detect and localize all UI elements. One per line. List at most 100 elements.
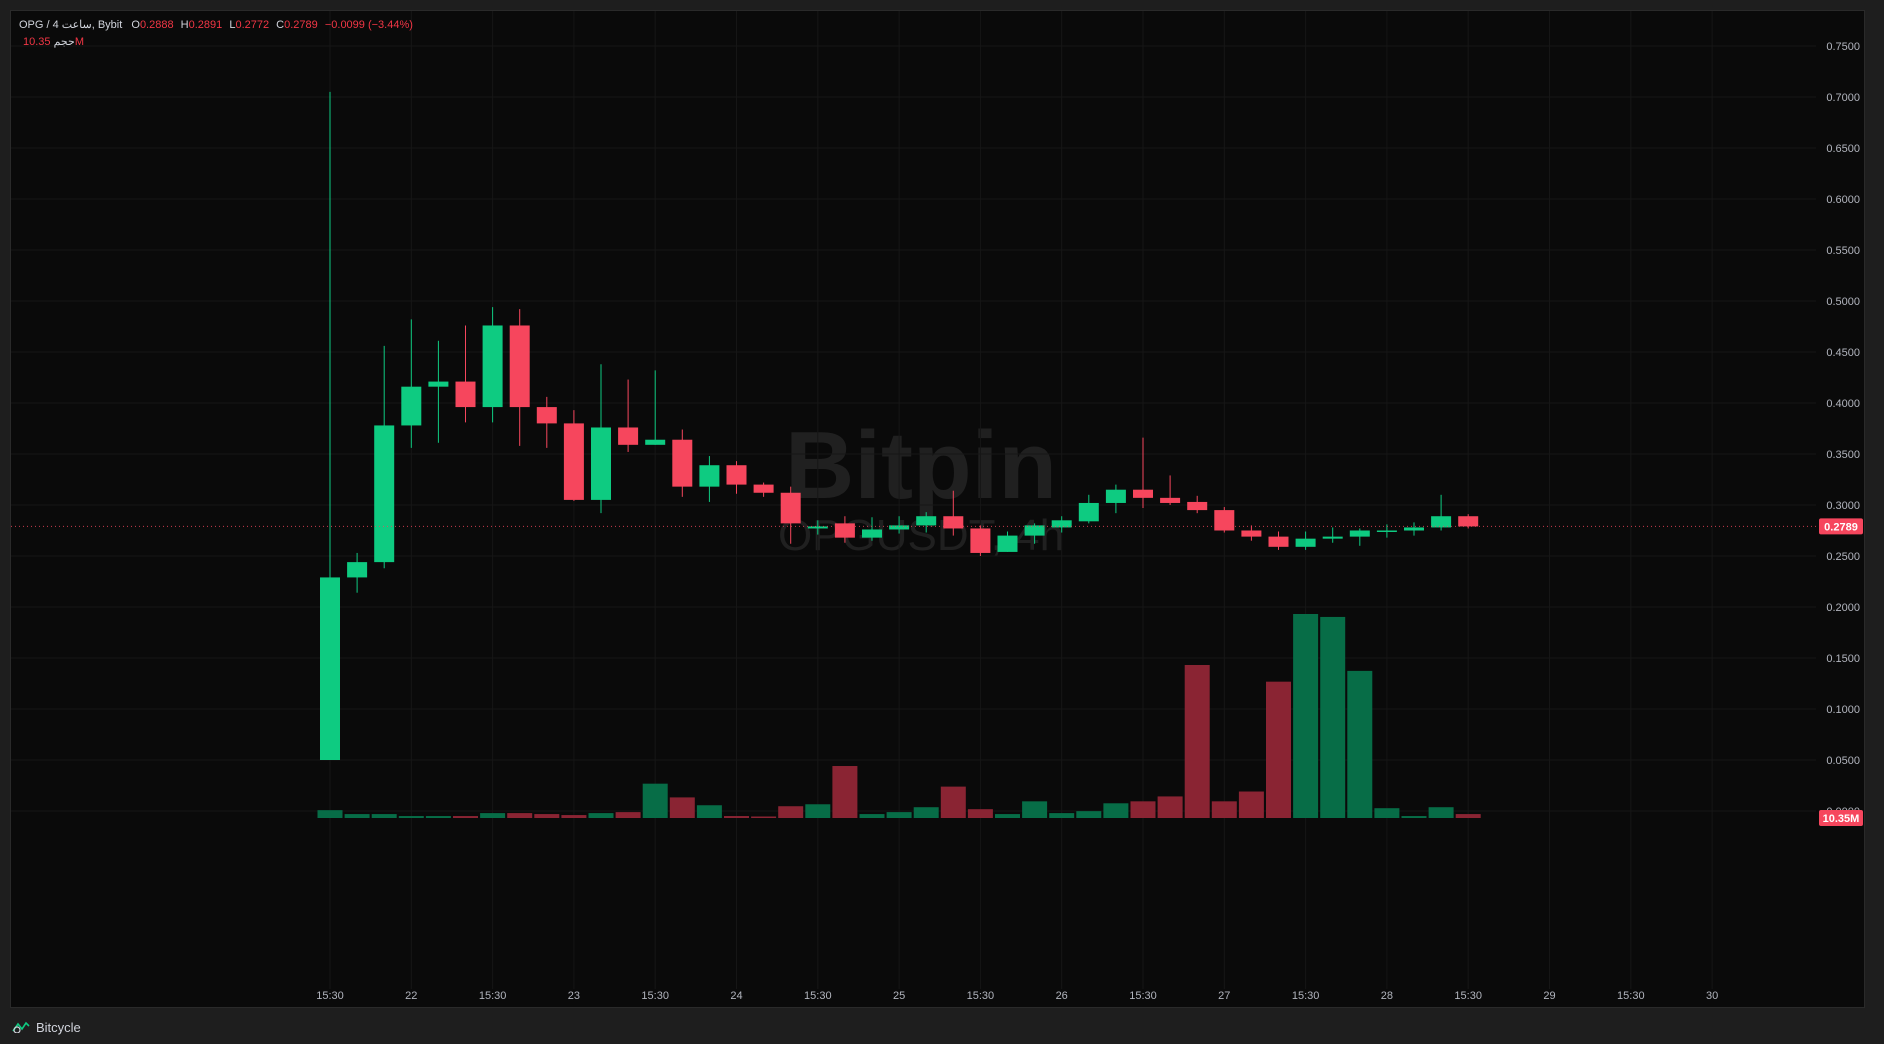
x-tick-label: 22 bbox=[405, 990, 417, 1002]
candle-body bbox=[536, 407, 557, 424]
x-tick-label: 29 bbox=[1543, 990, 1555, 1002]
last-volume-badge bbox=[1819, 810, 1863, 826]
legend-volume-value: 10.35M bbox=[23, 36, 84, 48]
candle-body bbox=[834, 523, 855, 538]
y-tick-label: 0.3500 bbox=[1826, 449, 1860, 461]
candle-body bbox=[1376, 530, 1397, 532]
volume-bar bbox=[1428, 807, 1454, 818]
candle-body bbox=[591, 427, 611, 500]
x-tick-label: 24 bbox=[730, 990, 742, 1002]
volume-bar bbox=[1347, 670, 1373, 818]
candle-body bbox=[780, 492, 801, 524]
x-tick-label: 15:30 bbox=[1129, 990, 1157, 1002]
volume-bar bbox=[805, 804, 831, 818]
legend-change: −0.0099 (−3.44%) bbox=[324, 19, 413, 31]
candle-body bbox=[1078, 502, 1099, 522]
candle-body bbox=[428, 381, 449, 387]
legend-symbol[interactable]: OPG / 4 ساعت, Bybit bbox=[19, 19, 123, 31]
volume-bar bbox=[751, 816, 777, 818]
volume-bar bbox=[1238, 791, 1264, 818]
y-tick-label: 0.4000 bbox=[1826, 398, 1860, 410]
candle-body bbox=[509, 325, 530, 408]
brand[interactable]: Bitcycle bbox=[10, 1020, 81, 1035]
legend-volume-label[interactable]: حجم bbox=[53, 36, 75, 48]
x-tick-label: 26 bbox=[1056, 990, 1068, 1002]
candle-body bbox=[1458, 516, 1479, 527]
candle-body bbox=[455, 381, 476, 408]
candle-body bbox=[1431, 516, 1452, 528]
volume-bar bbox=[371, 814, 397, 818]
footer: Bitcycle bbox=[10, 1010, 1865, 1044]
volume-bar bbox=[1049, 813, 1075, 818]
legend-ohlc-row: OPG / 4 ساعت, Bybit O0.2888 H0.2891 L0.2… bbox=[19, 17, 413, 34]
chart-frame[interactable]: Bitpin OPGUSDT, 4h 15:30 22 15:30 23 15:30 24… bbox=[10, 10, 1865, 1008]
x-tick-label: 28 bbox=[1381, 990, 1393, 1002]
volume-bar bbox=[642, 783, 668, 818]
last-price-badge bbox=[1819, 518, 1863, 535]
candle-body bbox=[726, 465, 747, 485]
last-price-label: 0.2789 bbox=[1824, 521, 1858, 533]
volume-bar bbox=[588, 813, 614, 818]
candle-body bbox=[618, 427, 639, 445]
volume-bar bbox=[1130, 801, 1156, 818]
candle-body bbox=[672, 439, 693, 487]
volume-bar bbox=[940, 786, 966, 818]
candle-body bbox=[970, 528, 991, 553]
volume-bar bbox=[724, 816, 749, 818]
y-tick-label: 0.5000 bbox=[1826, 296, 1860, 308]
legend: OPG / 4 ساعت, Bybit O0.2888 H0.2891 L0.2… bbox=[19, 17, 413, 51]
volume-bar bbox=[1320, 616, 1346, 818]
legend-open-label: O bbox=[131, 19, 140, 31]
x-tick-label: 15:30 bbox=[316, 990, 344, 1002]
volume-bar bbox=[453, 816, 478, 818]
y-tick-label: 0.3000 bbox=[1826, 500, 1860, 512]
volume-bar bbox=[886, 812, 912, 818]
volume-bar bbox=[534, 814, 560, 818]
volume-bar bbox=[778, 806, 804, 818]
bitcycle-logo-icon bbox=[12, 1021, 30, 1033]
volume-bar bbox=[669, 797, 695, 818]
candle-body bbox=[1024, 525, 1045, 536]
y-tick-label: 0.5500 bbox=[1826, 245, 1860, 257]
x-tick-label: 15:30 bbox=[1292, 990, 1320, 1002]
volume-bar bbox=[561, 815, 587, 818]
y-tick-label: 0.6000 bbox=[1826, 194, 1860, 206]
candle-body bbox=[997, 535, 1018, 552]
legend-high-label: H bbox=[180, 19, 189, 31]
candle-body bbox=[1404, 527, 1424, 531]
y-tick-label: 0.4500 bbox=[1826, 347, 1860, 359]
volume-bar bbox=[425, 816, 451, 818]
y-tick-label: 0.1000 bbox=[1826, 704, 1860, 716]
y-tick-label: 0.6500 bbox=[1826, 143, 1860, 155]
volume-bar bbox=[615, 812, 641, 818]
volume-bar bbox=[1455, 814, 1481, 818]
volume-bar bbox=[480, 813, 506, 818]
volume-bar bbox=[344, 814, 370, 818]
candle-body bbox=[1160, 497, 1181, 503]
x-tick-label: 15:30 bbox=[967, 990, 995, 1002]
y-tick-label: 0.0500 bbox=[1826, 755, 1860, 767]
candle-body bbox=[753, 484, 774, 493]
candle-body bbox=[1295, 538, 1316, 547]
volume-bar bbox=[967, 809, 993, 818]
candlestick-chart[interactable]: 15:30 22 15:30 23 15:30 24 15:30 25 15:30 26 15:30… bbox=[11, 11, 1865, 1008]
x-tick-label: 15:30 bbox=[641, 990, 669, 1002]
x-tick-label: 15:30 bbox=[479, 990, 507, 1002]
candle-body bbox=[1051, 520, 1072, 528]
x-tick-label: 27 bbox=[1218, 990, 1230, 1002]
candle-body bbox=[1268, 536, 1289, 547]
legend-volume-row: حجم 10.35M bbox=[19, 34, 413, 51]
y-tick-label: 0.2500 bbox=[1826, 551, 1860, 563]
candle-body bbox=[862, 529, 882, 538]
legend-close-label: C bbox=[276, 19, 285, 31]
volume-bar bbox=[1157, 796, 1183, 818]
candle-body bbox=[374, 425, 395, 563]
legend-open-value: 0.2888 bbox=[139, 19, 174, 31]
volume-bar bbox=[1374, 808, 1400, 818]
volume-bar bbox=[1211, 801, 1237, 818]
candle-body bbox=[889, 525, 910, 530]
volume-bar bbox=[995, 814, 1020, 818]
x-tick-label: 23 bbox=[568, 990, 580, 1002]
candle-body bbox=[1214, 510, 1235, 531]
volume-bar bbox=[696, 805, 722, 818]
